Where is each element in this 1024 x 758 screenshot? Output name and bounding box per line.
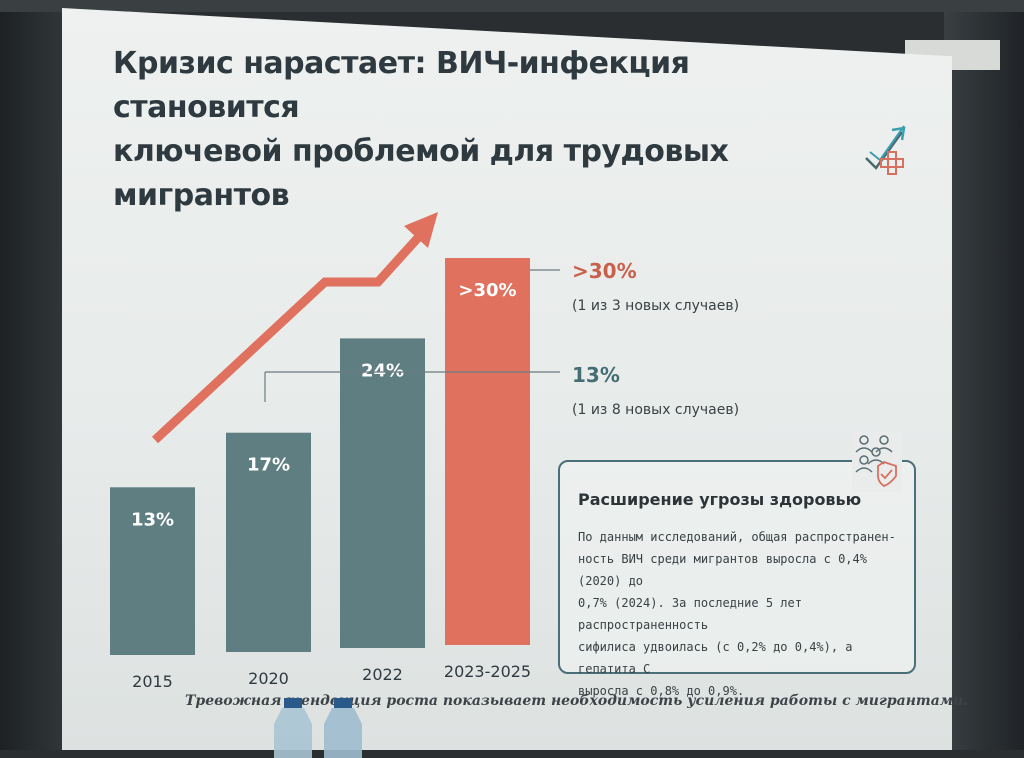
annotation-subtext: (1 из 8 новых случаев): [572, 402, 739, 418]
bar-value-label: 24%: [361, 360, 404, 381]
trend-arrow-line: [151, 226, 429, 444]
callout-line: По данным исследований, общая распростра…: [578, 530, 896, 544]
annotation-value: >30%: [572, 259, 637, 283]
callout-line: ность ВИЧ среди мигрантов выросла с 0,4%…: [578, 552, 867, 588]
bar-2020: [226, 432, 311, 652]
annotation-subtext: (1 из 3 новых случаев): [572, 298, 739, 314]
bar-2022: [340, 338, 425, 648]
bar-2015: [110, 487, 195, 655]
trend-arrow-head: [404, 212, 438, 248]
slide-title-line-2: ключевой проблемой для трудовых мигранто…: [113, 134, 729, 213]
water-bottle: [324, 698, 362, 758]
callout-body: По данным исследований, общая распростра…: [578, 526, 908, 702]
bar-value-label: 13%: [131, 509, 174, 530]
room-wall-left: [0, 0, 70, 750]
slide-title: Кризис нарастает: ВИЧ-инфекция становитс…: [113, 42, 873, 218]
callout-line: сифилиса удвоилась (с 0,2% до 0,4%), а г…: [578, 640, 853, 676]
water-bottle: [274, 698, 312, 758]
slide-title-line-1: Кризис нарастает: ВИЧ-инфекция становитс…: [113, 46, 690, 125]
annotation-value: 13%: [572, 363, 620, 387]
bar-value-label: 17%: [247, 455, 290, 476]
bar-2023-2025: [445, 258, 530, 645]
room-wall-right: [944, 0, 1024, 750]
callout-line: выросла с 0,8% до 0,9%.: [578, 684, 745, 698]
growth-arrow-medical-icon: [865, 125, 906, 175]
x-tick-label: 2022: [362, 665, 403, 684]
people-shield-icon: [852, 432, 902, 492]
slide-footer: Тревожная тенденция роста показывает нео…: [185, 693, 969, 709]
x-tick-label: 2023-2025: [444, 662, 531, 681]
health-threat-callout: Расширение угрозы здоровью По данным исс…: [558, 460, 916, 698]
ceiling: [0, 0, 1024, 12]
x-tick-label: 2020: [248, 669, 289, 688]
callout-title: Расширение угрозы здоровью: [578, 490, 862, 509]
callout-line: 0,7% (2024). За последние 5 лет распрост…: [578, 596, 802, 632]
bar-value-label: >30%: [458, 280, 516, 301]
x-tick-label: 2015: [132, 672, 173, 691]
